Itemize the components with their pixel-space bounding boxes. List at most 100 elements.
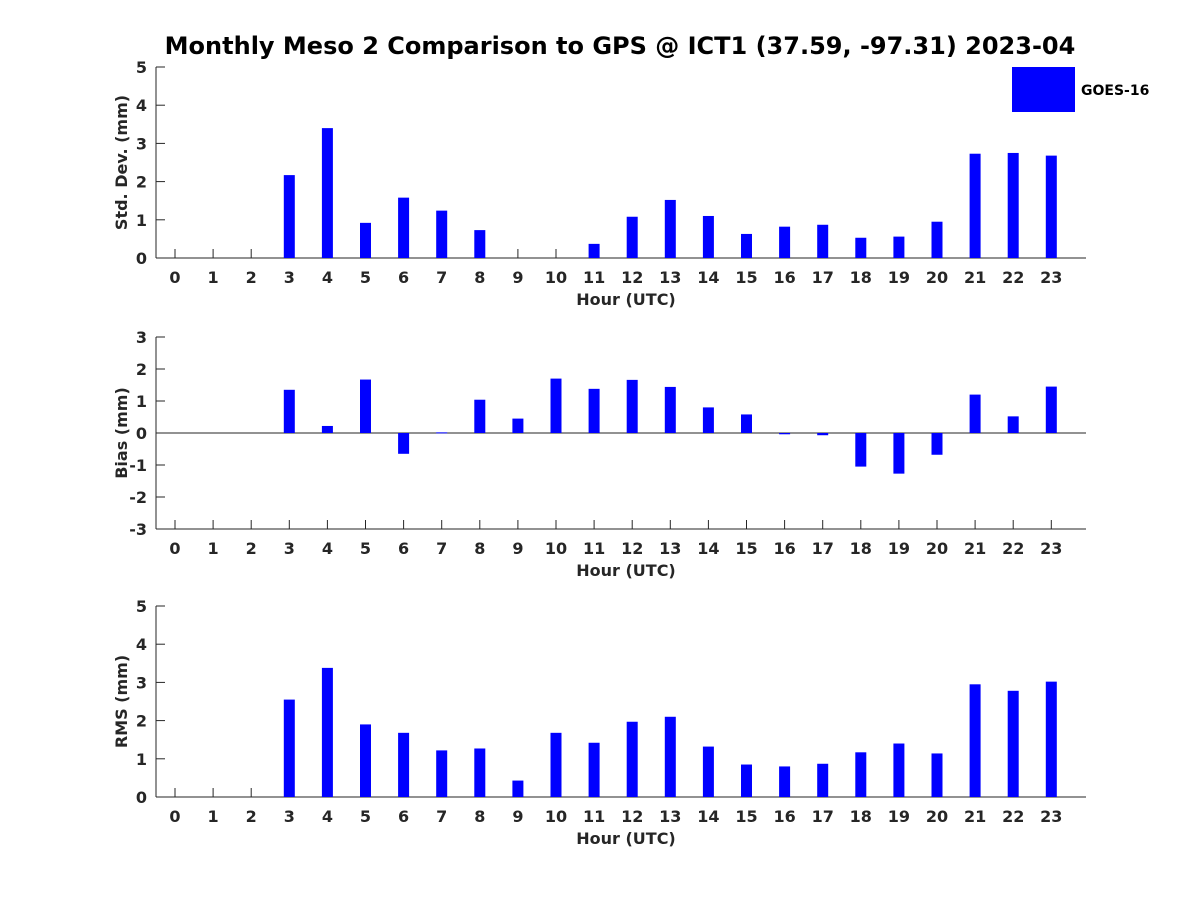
x-tick-label: 21	[964, 539, 986, 558]
bar	[512, 418, 524, 433]
y-tick-label: 4	[136, 96, 147, 115]
bar	[474, 230, 486, 258]
x-tick-label: 1	[208, 539, 219, 558]
y-tick-label: 4	[136, 635, 147, 654]
x-tick-label: 15	[735, 268, 757, 287]
x-tick-label: 3	[284, 539, 295, 558]
x-tick-label: 0	[169, 807, 180, 826]
bar	[550, 732, 562, 797]
bar	[626, 216, 638, 258]
x-tick-label: 1	[208, 268, 219, 287]
x-tick-label: 13	[659, 268, 681, 287]
bar	[283, 699, 295, 797]
bar	[664, 716, 676, 797]
x-tick-label: 16	[773, 539, 795, 558]
x-tick-label: 15	[735, 807, 757, 826]
x-tick-label: 2	[246, 268, 257, 287]
y-tick-label: -3	[129, 520, 147, 539]
x-tick-label: 13	[659, 539, 681, 558]
y-axis-label: RMS (mm)	[112, 655, 131, 748]
x-tick-label: 8	[474, 268, 485, 287]
y-tick-label: 2	[136, 360, 147, 379]
y-axis-label: Std. Dev. (mm)	[112, 95, 131, 230]
y-axis-label: Bias (mm)	[112, 387, 131, 479]
x-tick-label: 3	[284, 268, 295, 287]
bar	[702, 215, 714, 258]
bar	[969, 684, 981, 797]
x-tick-label: 5	[360, 807, 371, 826]
bar	[626, 721, 638, 797]
y-tick-label: 3	[136, 673, 147, 692]
x-tick-label: 17	[812, 268, 834, 287]
x-tick-label: 23	[1040, 807, 1062, 826]
x-tick-label: 7	[436, 539, 447, 558]
x-tick-label: 10	[545, 807, 567, 826]
bar	[855, 237, 867, 258]
x-tick-label: 22	[1002, 807, 1024, 826]
x-tick-label: 16	[773, 807, 795, 826]
x-tick-label: 18	[850, 539, 872, 558]
y-tick-label: 2	[136, 712, 147, 731]
x-tick-label: 11	[583, 539, 605, 558]
x-tick-label: 21	[964, 807, 986, 826]
x-tick-label: 20	[926, 539, 948, 558]
y-tick-label: 3	[136, 328, 147, 347]
x-tick-label: 20	[926, 807, 948, 826]
bar	[893, 743, 905, 797]
x-tick-label: 14	[697, 268, 719, 287]
bar	[931, 753, 943, 797]
bar	[588, 243, 600, 258]
y-tick-label: 2	[136, 173, 147, 192]
x-tick-label: 9	[512, 807, 523, 826]
y-tick-label: -2	[129, 488, 147, 507]
x-tick-label: 12	[621, 539, 643, 558]
y-tick-label: 0	[136, 424, 147, 443]
chart-title: Monthly Meso 2 Comparison to GPS @ ICT1 …	[165, 32, 1076, 60]
y-tick-label: 5	[136, 58, 147, 77]
x-tick-label: 18	[850, 268, 872, 287]
x-tick-label: 14	[697, 539, 719, 558]
y-tick-label: 0	[136, 249, 147, 268]
bar	[1007, 152, 1019, 258]
bar	[360, 222, 371, 258]
bar	[398, 732, 410, 797]
x-tick-label: 2	[246, 807, 257, 826]
x-tick-label: 11	[583, 268, 605, 287]
x-tick-label: 17	[812, 807, 834, 826]
x-tick-label: 3	[284, 807, 295, 826]
bar	[1045, 155, 1057, 258]
bar	[702, 746, 714, 797]
x-tick-label: 5	[360, 268, 371, 287]
x-tick-label: 19	[888, 539, 910, 558]
x-tick-label: 17	[812, 539, 834, 558]
bar	[817, 433, 829, 436]
x-tick-label: 4	[322, 268, 333, 287]
bar	[931, 221, 943, 258]
bar	[360, 379, 371, 433]
x-tick-label: 21	[964, 268, 986, 287]
bar	[436, 432, 448, 434]
x-axis-label: Hour (UTC)	[576, 290, 676, 309]
x-tick-label: 12	[621, 807, 643, 826]
x-tick-label: 8	[474, 807, 485, 826]
x-tick-label: 2	[246, 539, 257, 558]
bar	[1045, 386, 1057, 433]
bar	[779, 226, 791, 258]
bar	[474, 748, 486, 797]
bar	[321, 425, 333, 433]
x-tick-label: 10	[545, 539, 567, 558]
bar	[893, 433, 905, 474]
bar	[321, 667, 333, 797]
x-tick-label: 23	[1040, 539, 1062, 558]
x-tick-label: 4	[322, 539, 333, 558]
x-tick-label: 12	[621, 268, 643, 287]
bar	[398, 197, 410, 258]
legend-swatch	[1012, 67, 1075, 112]
bar	[1045, 681, 1057, 797]
bar	[817, 224, 829, 258]
x-tick-label: 8	[474, 539, 485, 558]
y-tick-label: 0	[136, 788, 147, 807]
bar	[1007, 416, 1019, 433]
